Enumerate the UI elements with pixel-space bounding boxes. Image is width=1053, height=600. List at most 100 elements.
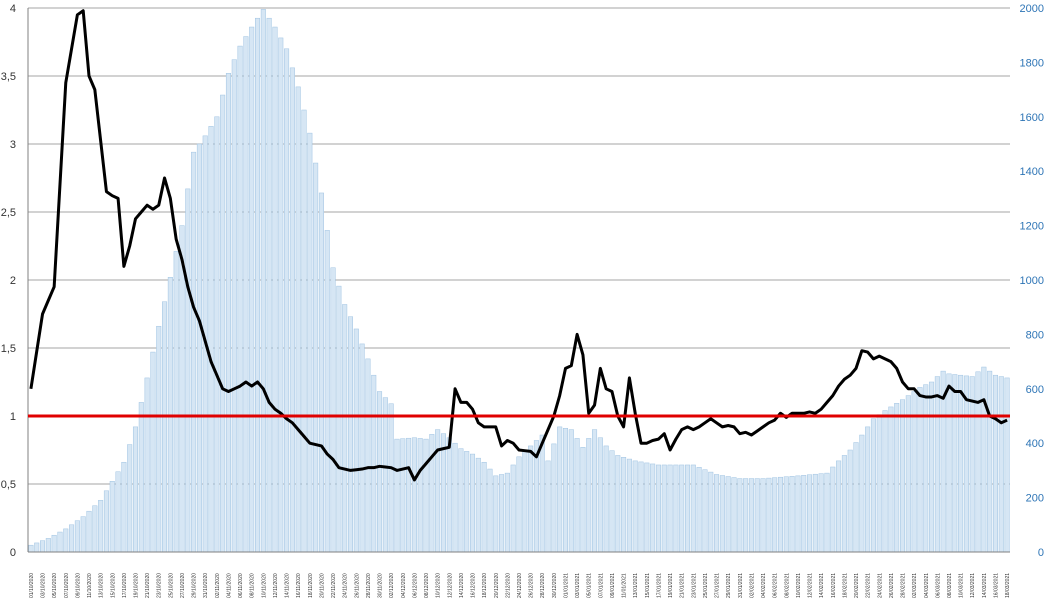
bar <box>510 464 516 553</box>
x-tick-label: 06/03/2021 <box>935 573 941 598</box>
bar <box>783 476 789 553</box>
x-tick-label: 10/11/2020 <box>261 573 267 598</box>
x-tick-label: 02/12/2020 <box>389 573 395 598</box>
x-axis-ticks: 01/10/2020 03/10/2020 05/10/2020 07/10/2020… <box>29 573 1011 598</box>
x-tick-label: 29/01/2021 <box>726 573 732 598</box>
bar <box>812 473 818 553</box>
x-tick-label: 21/10/2020 <box>145 573 151 598</box>
bar <box>284 48 290 553</box>
bar <box>923 384 929 553</box>
bar <box>632 460 638 553</box>
x-tick-label: 18/11/2020 <box>308 573 314 598</box>
bar <box>865 426 871 553</box>
x-tick-label: 13/01/2021 <box>633 573 639 598</box>
left-tick-label: 0,5 <box>1 479 16 491</box>
x-tick-label: 17/10/2020 <box>122 573 128 598</box>
right-tick-label: 0 <box>1038 547 1044 559</box>
bar <box>621 457 627 553</box>
bar <box>888 406 894 553</box>
bar <box>475 457 481 553</box>
bar <box>156 325 162 553</box>
bar <box>191 151 197 553</box>
x-tick-label: 18/02/2021 <box>842 573 848 598</box>
bar <box>836 460 842 553</box>
bar <box>481 461 487 553</box>
bar <box>394 438 400 553</box>
x-tick-label: 07/10/2020 <box>64 573 70 598</box>
x-tick-label: 18/03/2021 <box>1005 573 1011 598</box>
bar <box>400 438 406 553</box>
x-tick-label: 02/11/2020 <box>215 573 221 598</box>
x-tick-label: 18/12/2020 <box>482 573 488 598</box>
x-tick-label: 14/02/2021 <box>819 573 825 598</box>
x-tick-label: 27/10/2020 <box>180 573 186 598</box>
x-tick-label: 24/12/2020 <box>517 573 523 598</box>
bar <box>870 418 876 553</box>
bar <box>243 36 249 553</box>
x-tick-label: 03/10/2020 <box>41 573 47 598</box>
bar <box>45 538 51 553</box>
bar <box>644 462 650 553</box>
x-tick-label: 19/10/2020 <box>134 573 140 598</box>
bar <box>592 429 598 553</box>
x-tick-label: 10/03/2021 <box>959 573 965 598</box>
bar <box>789 476 795 553</box>
bar <box>74 520 80 553</box>
bar <box>679 464 685 553</box>
x-tick-label: 10/12/2020 <box>436 573 442 598</box>
x-tick-label: 26/11/2020 <box>354 573 360 598</box>
bar <box>63 528 69 553</box>
bar <box>86 510 92 553</box>
x-tick-label: 03/01/2021 <box>575 573 581 598</box>
bar <box>882 410 888 553</box>
bar <box>51 534 57 553</box>
bar <box>952 374 958 553</box>
x-tick-label: 02/03/2021 <box>912 573 918 598</box>
x-tick-label: 06/02/2021 <box>773 573 779 598</box>
bar <box>342 304 348 553</box>
bar <box>458 448 464 553</box>
x-tick-label: 25/10/2020 <box>168 573 174 598</box>
bar <box>876 414 882 553</box>
bar <box>963 375 969 553</box>
bar <box>272 26 278 553</box>
x-tick-label: 24/11/2020 <box>343 573 349 598</box>
bar <box>417 438 423 553</box>
x-tick-label: 26/02/2021 <box>889 573 895 598</box>
bar <box>452 442 458 553</box>
left-tick-label: 3 <box>10 139 16 151</box>
x-tick-label: 20/11/2020 <box>319 573 325 598</box>
bar <box>359 343 365 553</box>
x-tick-label: 11/01/2021 <box>622 573 628 598</box>
bar <box>603 445 609 553</box>
bar <box>464 451 470 553</box>
bar <box>586 438 592 553</box>
bar <box>992 374 998 553</box>
bar <box>40 540 46 553</box>
bar <box>673 464 679 553</box>
bar <box>429 434 435 553</box>
x-tick-label: 11/10/2020 <box>87 573 93 598</box>
bar <box>597 437 603 553</box>
x-tick-label: 07/01/2021 <box>598 573 604 598</box>
x-tick-label: 22/11/2020 <box>331 573 337 598</box>
bar <box>743 478 749 553</box>
bar <box>92 505 98 553</box>
x-tick-label: 10/02/2021 <box>796 573 802 598</box>
bar <box>807 474 813 553</box>
x-tick-label: 13/10/2020 <box>99 573 105 598</box>
bar <box>557 426 563 553</box>
x-tick-label: 29/10/2020 <box>192 573 198 598</box>
bar <box>661 464 667 553</box>
right-tick-label: 1200 <box>1020 221 1044 233</box>
x-tick-label: 06/12/2020 <box>412 573 418 598</box>
bar <box>894 403 900 553</box>
bar <box>295 86 301 553</box>
x-tick-label: 09/01/2021 <box>610 573 616 598</box>
bar <box>231 59 237 553</box>
bar <box>539 434 545 553</box>
x-tick-label: 30/12/2020 <box>552 573 558 598</box>
bar <box>975 371 981 553</box>
bar <box>121 461 127 553</box>
bar <box>353 328 359 553</box>
